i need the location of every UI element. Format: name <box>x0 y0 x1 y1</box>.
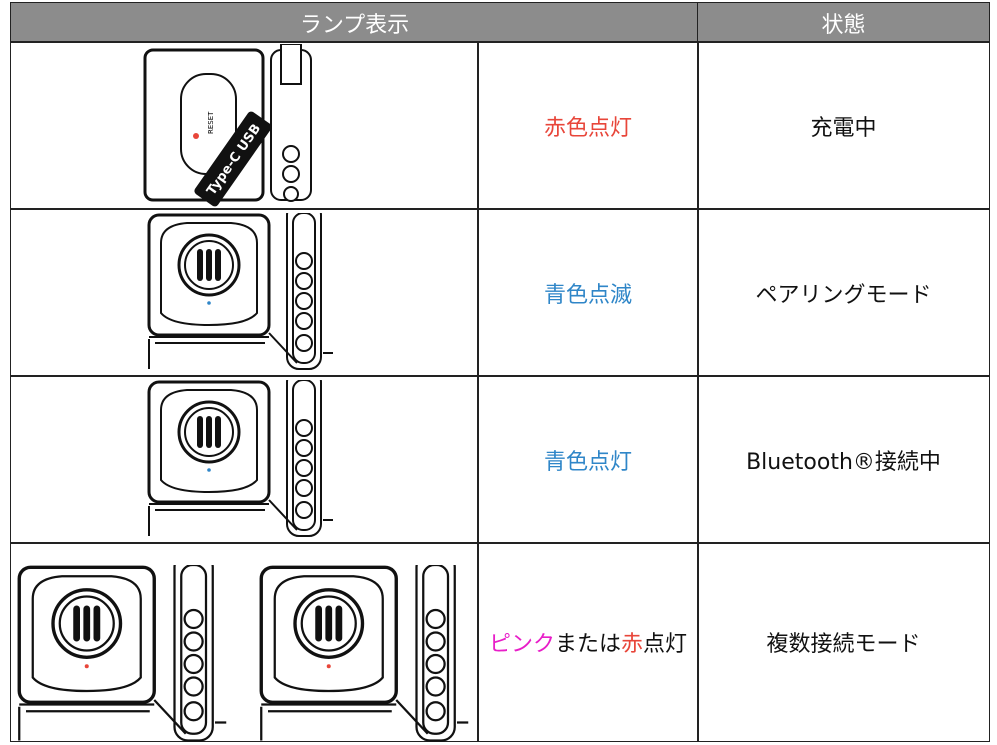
lamp-segment: 点灯 <box>643 632 688 657</box>
lamp-cell: 青色点滅 <box>477 208 699 377</box>
header-lamp: ランプ表示 <box>10 2 699 43</box>
lamp-text: 青色点灯 <box>488 444 688 476</box>
speaker <box>261 565 468 741</box>
lamp-text: 赤色点灯 <box>488 110 688 142</box>
cable <box>280 44 302 85</box>
button <box>282 145 300 163</box>
image-cell <box>10 375 479 544</box>
header-state: 状態 <box>697 2 990 43</box>
image-cell: RESET Type-C USB <box>10 41 479 210</box>
lamp-cell: 赤色点灯 <box>477 41 699 210</box>
lamp-segment: または <box>554 632 621 657</box>
usb-tag-bg <box>194 111 272 207</box>
lamp-segment: 赤 <box>621 632 644 657</box>
image-cell <box>10 208 479 377</box>
state-cell: 充電中 <box>697 41 990 210</box>
lamp-segment: 青色点滅 <box>543 282 632 308</box>
speaker-illustration <box>17 565 242 745</box>
state-cell: ペアリングモード <box>697 208 990 377</box>
state-cell: Bluetooth®接続中 <box>697 375 990 544</box>
speaker <box>19 565 226 741</box>
reset-label: RESET <box>207 111 215 134</box>
lamp-segment: 赤色点灯 <box>543 115 632 141</box>
speaker <box>149 213 333 369</box>
button <box>282 165 300 183</box>
lamp-cell: ピンクまたは赤点灯 <box>477 542 699 742</box>
image-cell <box>10 542 479 742</box>
lamp-text: 青色点滅 <box>488 277 688 309</box>
lamp-text: ピンクまたは赤点灯 <box>488 626 688 658</box>
speaker <box>149 380 333 536</box>
lamp-dot <box>193 133 199 139</box>
button <box>283 186 299 202</box>
lamp-segment: ピンク <box>488 632 555 657</box>
speaker-illustration <box>259 565 484 745</box>
state-cell: 複数接続モード <box>697 542 990 742</box>
speaker-illustration <box>147 213 347 373</box>
charging-illustration: RESET Type-C USB <box>143 44 312 207</box>
lamp-cell: 青色点灯 <box>477 375 699 544</box>
lamp-segment: 青色点灯 <box>543 449 632 475</box>
speaker-illustration <box>147 380 347 540</box>
